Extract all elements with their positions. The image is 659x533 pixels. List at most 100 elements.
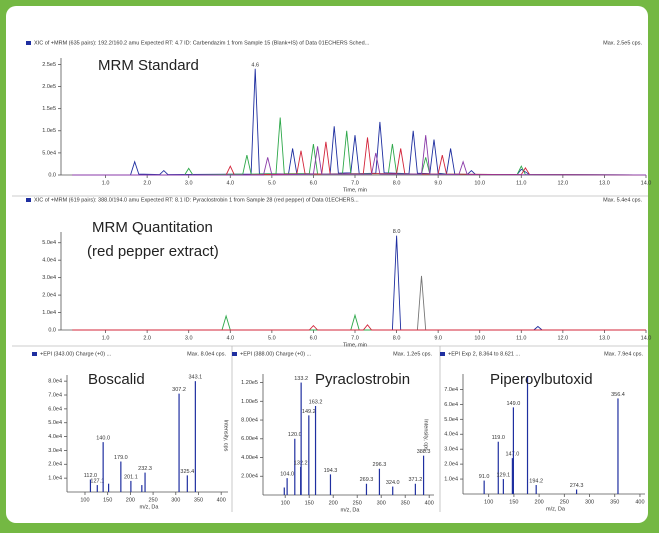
x-axis-label: m/z, Da: [546, 506, 566, 512]
max-label: Max. 2.5e5 cps.: [603, 40, 642, 46]
header: XIC of +MRM (619 pairs): 388.0/194.0 amu…: [34, 197, 359, 203]
y-tick-label: 1.0e5: [42, 128, 56, 134]
panel-subtitle: (red pepper extract): [87, 243, 219, 260]
max-label: Max. 1.2e5 cps.: [393, 351, 432, 357]
x-tick-label: 100: [484, 499, 493, 505]
y-tick-label: 5.0e4: [48, 420, 62, 426]
panel: [6, 6, 648, 523]
x-axis-label: Time, min: [343, 187, 367, 193]
peak-label: 149.2: [302, 409, 316, 415]
y-tick-label: 5.0e4: [42, 240, 56, 246]
x-tick-label: 1.0: [102, 335, 110, 341]
x-tick-label: 350: [401, 500, 410, 506]
x-tick-label: 200: [329, 500, 338, 506]
y-tick-label: 3.0e4: [444, 447, 458, 453]
x-tick-label: 6.0: [310, 180, 318, 186]
y-tick-label: 2.00e4: [241, 474, 258, 480]
y-tick-label: 4.0e4: [48, 434, 62, 440]
x-tick-label: 10.0: [474, 335, 485, 341]
x-tick-label: 5.0: [268, 335, 276, 341]
y-tick-label: 1.20e5: [241, 380, 258, 386]
x-tick-label: 300: [585, 499, 594, 505]
max-label: Max. 5.4e4 cps.: [603, 197, 642, 203]
x-axis-label: m/z, Da: [140, 504, 160, 510]
y-tick-label: 1.0e4: [42, 310, 56, 316]
header-icon: [232, 352, 237, 356]
y-tick-label: 3.0e4: [48, 448, 62, 454]
peak-label: 325.4: [180, 469, 194, 475]
peak-label: 269.3: [360, 477, 374, 483]
peak-label: 104.0: [280, 472, 294, 478]
x-tick-label: 3.0: [185, 180, 193, 186]
x-tick-label: 12.0: [557, 335, 568, 341]
x-tick-label: 350: [610, 499, 619, 505]
peak-label: 307.2: [172, 387, 186, 393]
x-tick-label: 250: [148, 497, 157, 503]
x-tick-label: 6.0: [310, 335, 318, 341]
y-axis-label: Intensity, cps: [423, 419, 429, 451]
y-tick-label: 3.0e4: [42, 275, 56, 281]
header-icon: [440, 352, 445, 356]
peak-label: 194.3: [324, 468, 338, 474]
x-axis-label: m/z, Da: [341, 507, 361, 513]
y-axis-label: Intensity, cps: [223, 420, 229, 452]
y-tick-label: 6.0e4: [48, 406, 62, 412]
x-tick-label: 250: [353, 500, 362, 506]
y-tick-label: 7.0e4: [48, 392, 62, 398]
header-icon: [26, 198, 31, 202]
header: XIC of +MRM (635 pairs): 192.2/160.2 amu…: [34, 40, 370, 46]
trace: [72, 324, 646, 331]
peak-label: 8.0: [393, 229, 401, 235]
header: +EPI Exp 2, 8.364 to 8.621 ...: [448, 351, 520, 357]
x-tick-label: 4.0: [226, 335, 234, 341]
panel-title: Piperoylbutoxid: [490, 371, 593, 388]
x-tick-label: 400: [217, 497, 226, 503]
peak-label: 194.2: [529, 478, 543, 484]
peak-label: 163.2: [309, 399, 323, 405]
x-tick-label: 200: [535, 499, 544, 505]
y-tick-label: 2.0e4: [444, 462, 458, 468]
x-tick-label: 150: [305, 500, 314, 506]
x-tick-label: 2.0: [143, 180, 151, 186]
y-tick-label: 6.00e4: [241, 436, 258, 442]
y-tick-label: 2.0e4: [42, 293, 56, 299]
panel-title: MRM Quantitation: [92, 219, 213, 236]
x-tick-label: 9.0: [434, 180, 442, 186]
peak-label: 4.6: [251, 62, 259, 68]
x-tick-label: 4.0: [226, 180, 234, 186]
x-tick-label: 10.0: [474, 180, 485, 186]
peak-label: 232.3: [138, 466, 152, 472]
y-tick-label: 0.0: [48, 172, 56, 178]
y-tick-label: 1.5e5: [42, 106, 56, 112]
x-tick-label: 8.0: [393, 180, 401, 186]
y-tick-label: 5.0e4: [42, 150, 56, 156]
y-tick-label: 4.0e4: [444, 432, 458, 438]
x-tick-label: 14.0: [641, 180, 652, 186]
x-tick-label: 150: [103, 497, 112, 503]
panel-title: MRM Standard: [98, 57, 199, 74]
max-label: Max. 7.9e4 cps.: [604, 351, 643, 357]
peak-label: 296.3: [373, 462, 387, 468]
trace: [72, 135, 647, 176]
peak-label: 91.0: [479, 474, 490, 480]
x-tick-label: 100: [80, 497, 89, 503]
y-tick-label: 8.00e4: [241, 417, 258, 423]
header-icon: [32, 352, 37, 356]
x-tick-label: 350: [194, 497, 203, 503]
peak-label: 201.1: [124, 474, 138, 480]
y-tick-label: 6.0e4: [444, 402, 458, 408]
y-tick-label: 0.0: [48, 327, 56, 333]
x-tick-label: 200: [126, 497, 135, 503]
x-tick-label: 9.0: [434, 335, 442, 341]
peak-label: 119.0: [492, 435, 505, 441]
panel-title: Boscalid: [88, 371, 145, 388]
y-tick-label: 8.0e4: [48, 379, 62, 385]
x-tick-label: 13.0: [599, 180, 610, 186]
peak-label: 120.0: [288, 432, 302, 438]
y-tick-label: 2.5e5: [42, 62, 56, 68]
peak-label: 179.0: [114, 455, 128, 461]
peak-label: 127.1: [90, 479, 104, 485]
peak-label: 343.1: [188, 375, 202, 381]
y-tick-label: 4.0e4: [42, 258, 56, 264]
